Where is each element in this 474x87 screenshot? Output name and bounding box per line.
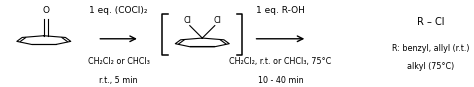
Text: CH₂Cl₂ or CHCl₃: CH₂Cl₂ or CHCl₃ bbox=[88, 58, 149, 66]
Text: R – Cl: R – Cl bbox=[417, 17, 445, 27]
Text: Cl: Cl bbox=[183, 16, 191, 25]
Text: r.t., 5 min: r.t., 5 min bbox=[100, 76, 138, 85]
Text: Cl: Cl bbox=[213, 16, 221, 25]
Text: O: O bbox=[43, 6, 49, 15]
Text: R: benzyl, allyl (r.t.): R: benzyl, allyl (r.t.) bbox=[392, 44, 470, 53]
Text: CH₂Cl₂, r.t. or CHCl₃, 75°C: CH₂Cl₂, r.t. or CHCl₃, 75°C bbox=[229, 58, 331, 66]
Text: 1 eq. (COCl)₂: 1 eq. (COCl)₂ bbox=[89, 6, 148, 15]
Text: alkyl (75°C): alkyl (75°C) bbox=[407, 62, 455, 71]
Text: 10 - 40 min: 10 - 40 min bbox=[257, 76, 303, 85]
Text: 1 eq. R-OH: 1 eq. R-OH bbox=[256, 6, 305, 15]
